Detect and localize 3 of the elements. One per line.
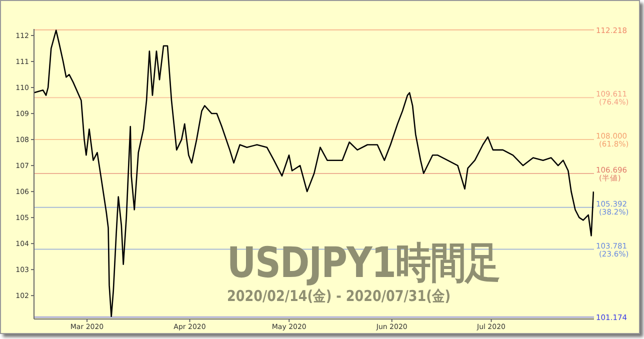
text: USDJPY1時間足 (227, 237, 500, 288)
text: 2020/02/14(金) - 2020/07/31(金) (227, 287, 451, 306)
line-series (34, 30, 594, 318)
